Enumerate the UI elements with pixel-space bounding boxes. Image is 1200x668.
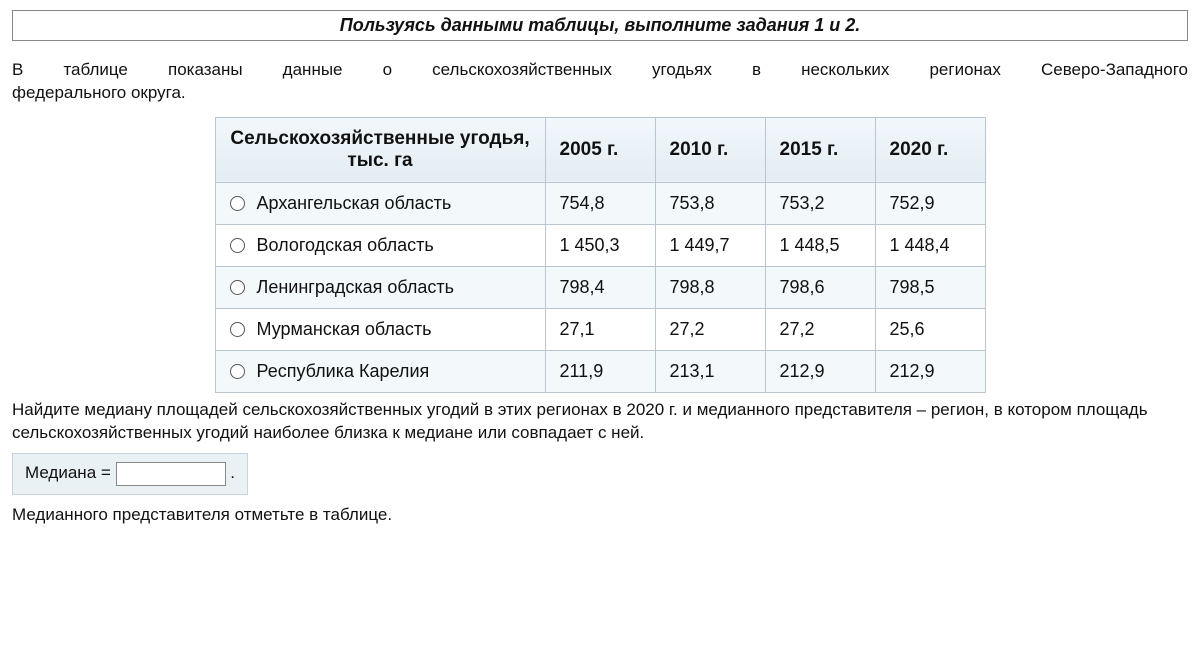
region-cell[interactable]: Республика Карелия <box>215 350 545 392</box>
region-label: Мурманская область <box>257 319 432 339</box>
region-label: Республика Карелия <box>257 361 430 381</box>
intro-line-1: В таблице показаны данные о сельскохозяй… <box>12 59 1188 82</box>
value-cell: 752,9 <box>875 182 985 224</box>
region-label: Архангельская область <box>257 193 452 213</box>
table-row: Вологодская область 1 450,3 1 449,7 1 44… <box>215 224 985 266</box>
value-cell: 798,6 <box>765 266 875 308</box>
value-cell: 1 450,3 <box>545 224 655 266</box>
table-header-year: 2005 г. <box>545 117 655 182</box>
value-cell: 753,8 <box>655 182 765 224</box>
data-table: Сельскохозяйственные угодья, тыс. га 200… <box>215 117 986 393</box>
radio-icon[interactable] <box>230 364 245 379</box>
value-cell: 1 448,5 <box>765 224 875 266</box>
value-cell: 798,5 <box>875 266 985 308</box>
answer-box: Медиана = . <box>12 453 248 495</box>
table-header-row: Сельскохозяйственные угодья, тыс. га 200… <box>215 117 985 182</box>
table-container: Сельскохозяйственные угодья, тыс. га 200… <box>12 117 1188 393</box>
value-cell: 27,1 <box>545 308 655 350</box>
median-input[interactable] <box>116 462 226 486</box>
value-cell: 753,2 <box>765 182 875 224</box>
radio-icon[interactable] <box>230 238 245 253</box>
answer-suffix: . <box>230 463 235 482</box>
table-header-year: 2020 г. <box>875 117 985 182</box>
value-cell: 27,2 <box>655 308 765 350</box>
table-row: Ленинградская область 798,4 798,8 798,6 … <box>215 266 985 308</box>
region-cell[interactable]: Архангельская область <box>215 182 545 224</box>
value-cell: 754,8 <box>545 182 655 224</box>
value-cell: 212,9 <box>765 350 875 392</box>
value-cell: 1 449,7 <box>655 224 765 266</box>
value-cell: 213,1 <box>655 350 765 392</box>
region-label: Вологодская область <box>257 235 434 255</box>
table-row: Мурманская область 27,1 27,2 27,2 25,6 <box>215 308 985 350</box>
value-cell: 27,2 <box>765 308 875 350</box>
table-header-year: 2010 г. <box>655 117 765 182</box>
region-cell[interactable]: Вологодская область <box>215 224 545 266</box>
region-label: Ленинградская область <box>257 277 455 297</box>
note-text: Медианного представителя отметьте в табл… <box>12 505 1188 525</box>
radio-icon[interactable] <box>230 322 245 337</box>
table-header-year: 2015 г. <box>765 117 875 182</box>
table-row: Республика Карелия 211,9 213,1 212,9 212… <box>215 350 985 392</box>
intro-line-2: федерального округа. <box>12 82 1188 105</box>
value-cell: 798,8 <box>655 266 765 308</box>
value-cell: 1 448,4 <box>875 224 985 266</box>
intro-text: В таблице показаны данные о сельскохозяй… <box>12 59 1188 105</box>
region-cell[interactable]: Мурманская область <box>215 308 545 350</box>
question-text: Найдите медиану площадей сельскохозяйств… <box>12 399 1188 445</box>
region-cell[interactable]: Ленинградская область <box>215 266 545 308</box>
table-header-main: Сельскохозяйственные угодья, тыс. га <box>215 117 545 182</box>
table-row: Архангельская область 754,8 753,8 753,2 … <box>215 182 985 224</box>
value-cell: 211,9 <box>545 350 655 392</box>
value-cell: 25,6 <box>875 308 985 350</box>
radio-icon[interactable] <box>230 196 245 211</box>
radio-icon[interactable] <box>230 280 245 295</box>
value-cell: 212,9 <box>875 350 985 392</box>
value-cell: 798,4 <box>545 266 655 308</box>
answer-label: Медиана = <box>25 463 111 482</box>
instruction-title: Пользуясь данными таблицы, выполните зад… <box>12 10 1188 41</box>
